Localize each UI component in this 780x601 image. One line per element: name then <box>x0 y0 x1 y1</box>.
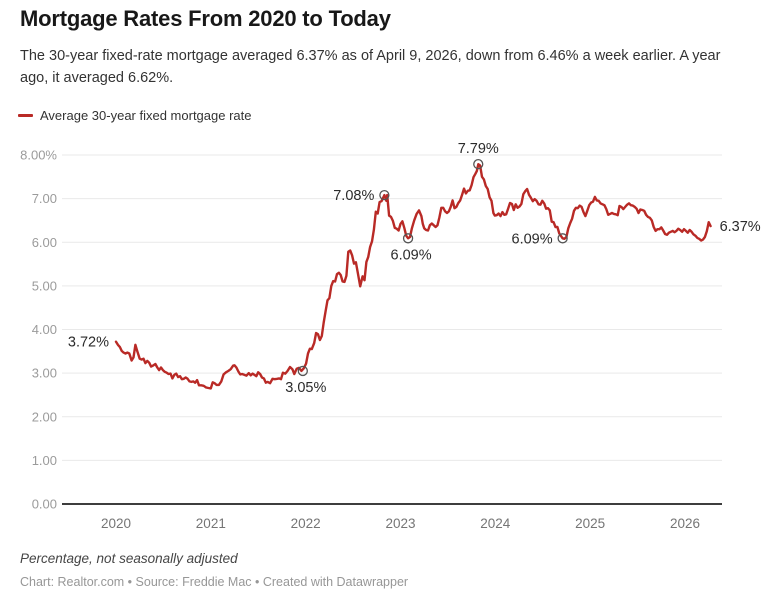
y-tick-label: 1.00 <box>32 453 57 468</box>
chart-subtitle: The 30-year fixed-rate mortgage averaged… <box>20 48 721 86</box>
chart-legend: Average 30-year fixed mortgage rate <box>18 106 252 124</box>
x-tick-label: 2025 <box>575 516 605 531</box>
rate-line <box>114 163 712 390</box>
y-tick-label: 0.00 <box>32 497 57 512</box>
annotation-label: 7.79% <box>458 141 499 157</box>
x-tick-label: 2026 <box>670 516 700 531</box>
annotation-label: 6.09% <box>391 247 432 263</box>
chart-footnote: Percentage, not seasonally adjusted <box>20 551 238 566</box>
annotation-marker <box>297 365 308 377</box>
y-tick-label: 5.00 <box>32 278 57 293</box>
annotation-marker <box>379 189 390 201</box>
annotation-marker <box>557 233 568 244</box>
page-title: Mortgage Rates From 2020 to Today <box>20 6 391 31</box>
y-tick-label: 7.00 <box>32 191 57 206</box>
annotation-label: 7.08% <box>333 188 374 204</box>
x-tick-label: 2020 <box>101 516 131 531</box>
annotation-label: 6.37% <box>720 219 761 235</box>
line-chart-plot-area: 8.00% 7.00 6.00 5.00 4.00 3.00 2.00 1.00 0.00 202… <box>20 141 761 531</box>
x-tick-label: 2021 <box>196 516 226 531</box>
legend-series-label: Average 30-year fixed mortgage rate <box>40 107 252 123</box>
x-tick-label: 2024 <box>480 516 511 531</box>
y-tick-label: 8.00% <box>20 148 57 163</box>
annotation-label: 3.72% <box>68 335 109 351</box>
y-tick-label: 3.00 <box>32 366 57 381</box>
legend-line-swatch <box>18 113 33 117</box>
annotation-label: 6.09% <box>512 231 553 247</box>
annotation-marker <box>402 233 414 244</box>
annotation-marker <box>473 159 484 170</box>
chart-credit: Chart: Realtor.com • Source: Freddie Mac… <box>20 575 409 589</box>
y-tick-label: 6.00 <box>32 235 57 250</box>
x-tick-label: 2023 <box>385 516 415 531</box>
y-tick-label: 2.00 <box>32 409 57 424</box>
x-tick-label: 2022 <box>291 516 321 531</box>
y-tick-label: 4.00 <box>32 322 57 337</box>
annotation-label: 3.05% <box>285 380 326 396</box>
